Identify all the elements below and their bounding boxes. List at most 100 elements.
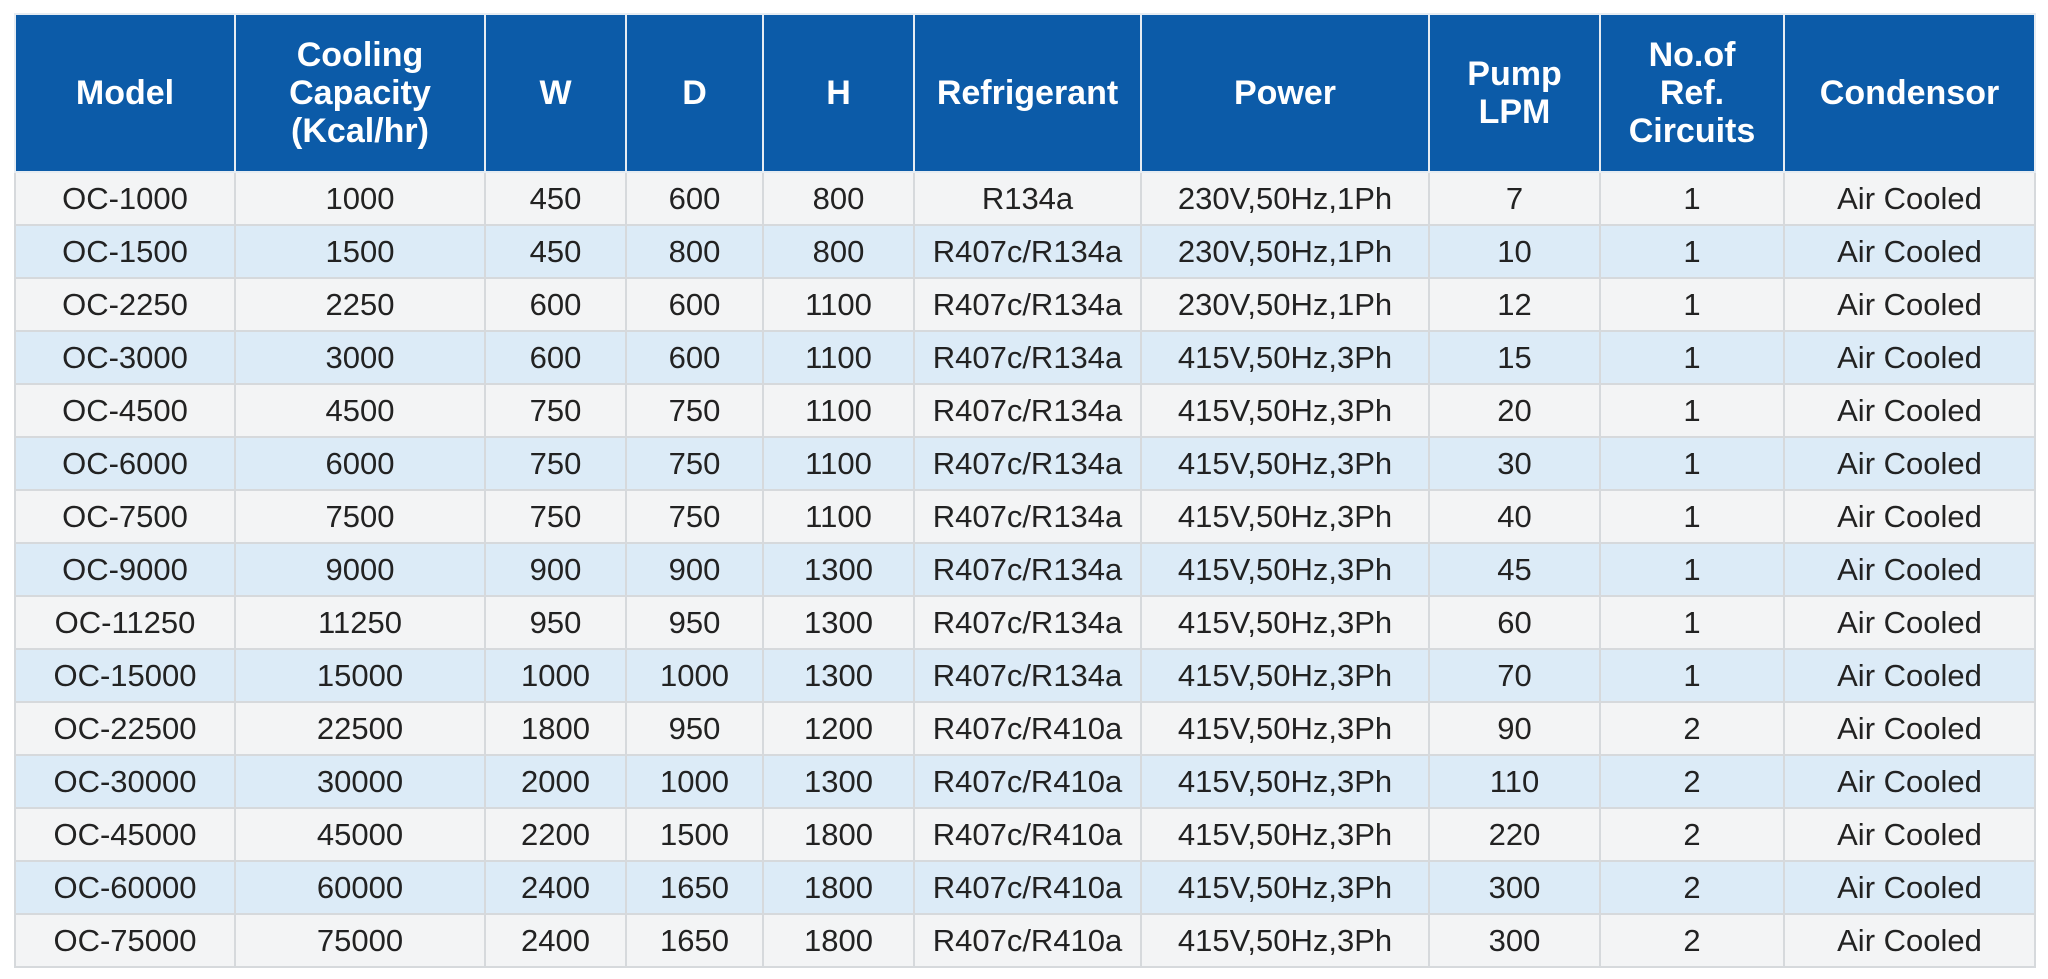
table-cell: 2: [1599, 860, 1785, 915]
header-text: Circuits: [1628, 112, 1756, 150]
table-row: OC-3000 3000 600 600 1100 R407c/R134a 415V,50H…: [14, 330, 2036, 385]
table-cell: 220: [1428, 807, 1601, 862]
table-cell: 40: [1428, 489, 1601, 544]
table-cell: 415V,50Hz,3Ph: [1140, 807, 1430, 862]
table-cell: 750: [625, 383, 764, 438]
table-cell: 110: [1428, 754, 1601, 809]
table-cell: 1000: [625, 754, 764, 809]
table-cell: 1200: [762, 701, 915, 756]
header-text: D: [682, 74, 707, 112]
table-cell: OC-6000: [14, 436, 236, 491]
table-cell: 2000: [484, 754, 627, 809]
header-text: Capacity: [289, 74, 431, 112]
table-cell: 230V,50Hz,1Ph: [1140, 171, 1430, 226]
table-cell: R407c/R134a: [913, 277, 1142, 332]
table-cell: 12: [1428, 277, 1601, 332]
table-cell: 1: [1599, 330, 1785, 385]
table-cell: Air Cooled: [1783, 648, 2036, 703]
table-cell: 950: [625, 701, 764, 756]
table-cell: 70: [1428, 648, 1601, 703]
table-cell: 950: [484, 595, 627, 650]
table-body: OC-1000 1000 450 600 800 R134a 230V,50Hz,1Ph 7 1…: [14, 171, 2036, 968]
table-cell: Air Cooled: [1783, 277, 2036, 332]
table-cell: 750: [484, 489, 627, 544]
table-cell: 450: [484, 171, 627, 226]
table-cell: 15000: [234, 648, 486, 703]
header-cell: Power: [1140, 13, 1430, 173]
table-cell: 600: [625, 277, 764, 332]
table-cell: 7: [1428, 171, 1601, 226]
table-cell: 7500: [234, 489, 486, 544]
table-cell: 750: [484, 436, 627, 491]
table-cell: 800: [762, 224, 915, 279]
table-cell: Air Cooled: [1783, 171, 2036, 226]
table-cell: R407c/R410a: [913, 701, 1142, 756]
table-row: OC-30000 30000 2000 1000 1300 R407c/R410a 415V…: [14, 754, 2036, 809]
table-cell: R407c/R410a: [913, 860, 1142, 915]
table-cell: 750: [625, 489, 764, 544]
table-cell: OC-9000: [14, 542, 236, 597]
table-cell: 1800: [762, 913, 915, 968]
table-cell: OC-22500: [14, 701, 236, 756]
table-cell: 600: [484, 330, 627, 385]
table-row: OC-1500 1500 450 800 800 R407c/R134a 230V,50Hz…: [14, 224, 2036, 279]
table-cell: Air Cooled: [1783, 860, 2036, 915]
table-cell: 2400: [484, 860, 627, 915]
header-text: W: [539, 74, 572, 112]
table-cell: 2: [1599, 754, 1785, 809]
table-row: OC-6000 6000 750 750 1100 R407c/R134a 415V,50H…: [14, 436, 2036, 491]
table-cell: R407c/R134a: [913, 489, 1142, 544]
table-cell: 415V,50Hz,3Ph: [1140, 648, 1430, 703]
table-row: OC-11250 11250 950 950 1300 R407c/R134a 415V,5…: [14, 595, 2036, 650]
header-cell: No.of Ref. Circuits: [1599, 13, 1785, 173]
table-cell: OC-1000: [14, 171, 236, 226]
table-cell: 300: [1428, 860, 1601, 915]
table-row: OC-9000 9000 900 900 1300 R407c/R134a 415V,50H…: [14, 542, 2036, 597]
header-text: No.of: [1648, 36, 1736, 74]
table-cell: OC-1500: [14, 224, 236, 279]
table-cell: Air Cooled: [1783, 807, 2036, 862]
table-cell: 9000: [234, 542, 486, 597]
table-cell: 1800: [762, 807, 915, 862]
table-cell: 415V,50Hz,3Ph: [1140, 754, 1430, 809]
table-cell: 20: [1428, 383, 1601, 438]
table-cell: 600: [625, 330, 764, 385]
table-cell: 1: [1599, 383, 1785, 438]
header-text: Pump: [1467, 55, 1562, 93]
table-cell: 1650: [625, 913, 764, 968]
table-cell: 1300: [762, 542, 915, 597]
header-cell: W: [484, 13, 627, 173]
table-cell: 750: [625, 436, 764, 491]
table-cell: OC-3000: [14, 330, 236, 385]
table-cell: 1000: [234, 171, 486, 226]
table-cell: 60000: [234, 860, 486, 915]
table-cell: 4500: [234, 383, 486, 438]
table-cell: 1: [1599, 171, 1785, 226]
table-cell: Air Cooled: [1783, 224, 2036, 279]
table-cell: 2400: [484, 913, 627, 968]
table-cell: 415V,50Hz,3Ph: [1140, 383, 1430, 438]
table-cell: 1800: [762, 860, 915, 915]
table-cell: 900: [484, 542, 627, 597]
table-cell: Air Cooled: [1783, 754, 2036, 809]
table-cell: OC-60000: [14, 860, 236, 915]
table-cell: R407c/R134a: [913, 383, 1142, 438]
table-cell: 415V,50Hz,3Ph: [1140, 701, 1430, 756]
header-cell: Pump LPM: [1428, 13, 1601, 173]
table-row: OC-45000 45000 2200 1500 1800 R407c/R410a 415V…: [14, 807, 2036, 862]
table-cell: R407c/R134a: [913, 595, 1142, 650]
table-row: OC-15000 15000 1000 1000 1300 R407c/R134a 415V…: [14, 648, 2036, 703]
header-text: Cooling: [296, 36, 424, 74]
table-cell: OC-4500: [14, 383, 236, 438]
table-cell: 30: [1428, 436, 1601, 491]
table-cell: 3000: [234, 330, 486, 385]
table-cell: 415V,50Hz,3Ph: [1140, 436, 1430, 491]
table-cell: 1800: [484, 701, 627, 756]
table-cell: 950: [625, 595, 764, 650]
table-cell: 1: [1599, 224, 1785, 279]
table-cell: R407c/R410a: [913, 754, 1142, 809]
header-text: LPM: [1478, 93, 1551, 131]
table-cell: 300: [1428, 913, 1601, 968]
table-cell: 2: [1599, 913, 1785, 968]
